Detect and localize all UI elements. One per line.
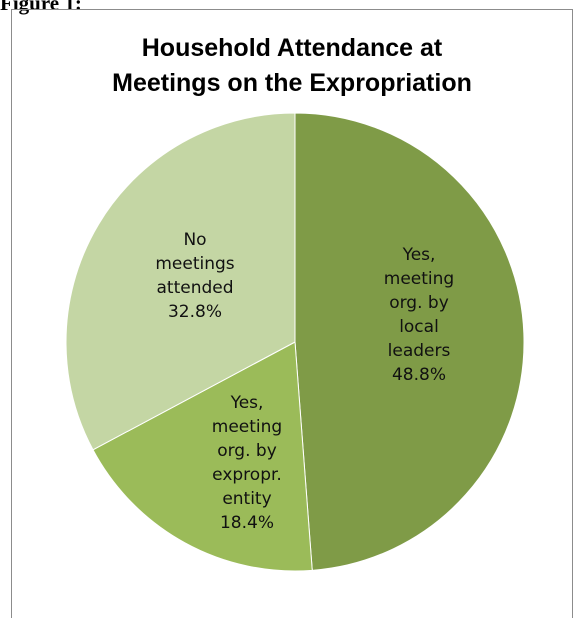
pie-slice-1 <box>294 112 525 571</box>
chart-title: Household Attendance at Meetings on the … <box>11 31 573 101</box>
slice-label-2-line-6: 18.4% <box>220 513 274 533</box>
slice-label-2-line-3: org. by <box>217 441 277 461</box>
slice-label-1-line-3: org. by <box>389 293 449 313</box>
slice-label-3-line-1: No <box>183 230 206 250</box>
slice-label-1-line-5: leaders <box>388 341 451 361</box>
chart-frame <box>11 9 573 618</box>
slice-label-3-line-3: attended <box>156 278 233 298</box>
slice-label-3-line-4: 32.8% <box>168 302 222 322</box>
slice-label-2-line-4: expropr. <box>212 465 282 485</box>
figure-label: Figure 1: <box>0 0 82 15</box>
chart-title-line-2: Meetings on the Expropriation <box>112 69 472 97</box>
slice-label-1: Yes, meeting org. by local leaders 48.8% <box>384 245 454 385</box>
slice-label-1-line-2: meeting <box>384 269 454 289</box>
slice-label-2-line-2: meeting <box>212 417 282 437</box>
slice-label-2-line-5: entity <box>222 489 271 509</box>
slice-label-3-line-2: meetings <box>155 254 234 274</box>
slice-label-2-line-1: Yes, <box>230 393 264 413</box>
slice-label-2: Yes, meeting org. by expropr. entity 18.4% <box>212 393 282 533</box>
pie-slice-2 <box>92 341 313 572</box>
slice-label-1-line-6: 48.8% <box>392 365 446 385</box>
slice-label-1-line-4: local <box>399 317 439 337</box>
slice-label-3: No meetings attended 32.8% <box>155 230 234 322</box>
pie-slice-3 <box>65 112 296 451</box>
chart-title-line-1: Household Attendance at <box>141 34 443 62</box>
slice-label-1-line-1: Yes, <box>402 245 436 265</box>
